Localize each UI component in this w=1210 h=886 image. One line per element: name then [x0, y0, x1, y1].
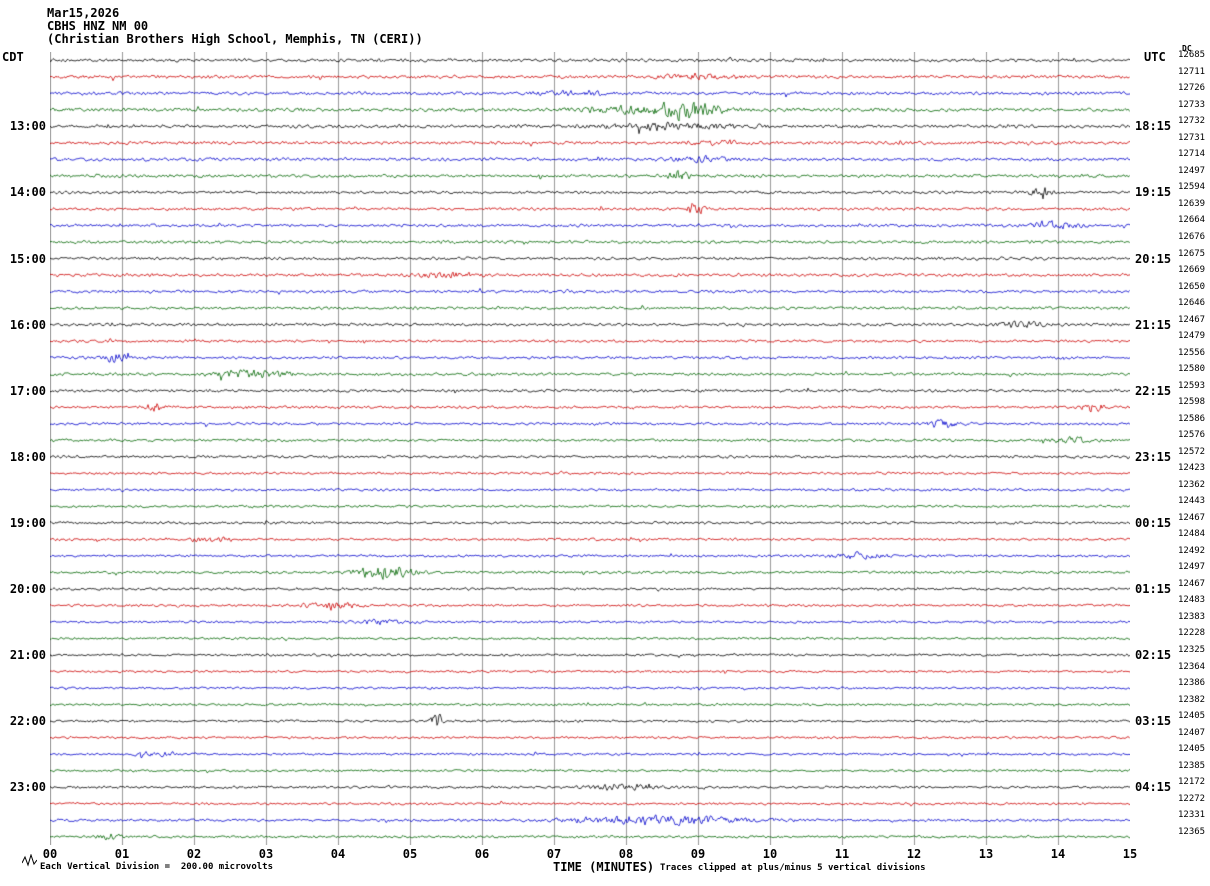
- dc-count-row-16: 12467: [1178, 314, 1206, 325]
- dc-count-row-14: 12650: [1178, 281, 1206, 292]
- x-tick-07: 07: [546, 847, 562, 861]
- x-tick-06: 06: [474, 847, 490, 861]
- x-tick-15: 15: [1122, 847, 1138, 861]
- dc-count-row-19: 12580: [1178, 364, 1206, 375]
- dc-count-row-33: 12483: [1178, 595, 1206, 606]
- right-time-label-23:15: 23:15: [1135, 449, 1172, 464]
- dc-count-row-44: 12172: [1178, 777, 1206, 788]
- dc-count-row-28: 12467: [1178, 512, 1206, 523]
- dc-count-row-34: 12383: [1178, 611, 1206, 622]
- dc-count-row-22: 12586: [1178, 413, 1206, 424]
- seismic-squiggle-icon: [21, 852, 38, 871]
- left-time-label-19:00: 19:00: [9, 515, 46, 530]
- dc-count-row-39: 12382: [1178, 694, 1206, 705]
- right-time-label-20:15: 20:15: [1135, 251, 1172, 266]
- dc-count-row-45: 12272: [1178, 793, 1206, 804]
- right-time-label-00:15: 00:15: [1135, 515, 1172, 530]
- left-time-label-15:00: 15:00: [9, 251, 46, 266]
- dc-column-label: DC: [1182, 44, 1192, 53]
- dc-count-row-10: 12664: [1178, 215, 1206, 226]
- dc-count-row-13: 12669: [1178, 265, 1206, 276]
- dc-count-row-23: 12576: [1178, 430, 1206, 441]
- dc-count-row-38: 12386: [1178, 678, 1206, 689]
- x-tick-02: 02: [186, 847, 202, 861]
- dc-count-row-11: 12676: [1178, 231, 1206, 242]
- dc-count-row-9: 12639: [1178, 198, 1206, 209]
- left-time-label-13:00: 13:00: [9, 119, 46, 134]
- right-time-label-22:15: 22:15: [1135, 383, 1172, 398]
- right-time-label-02:15: 02:15: [1135, 648, 1172, 662]
- left-time-label-14:00: 14:00: [9, 185, 46, 200]
- right-time-label-19:15: 19:15: [1135, 185, 1172, 200]
- dc-count-row-46: 12331: [1178, 810, 1206, 821]
- x-tick-03: 03: [258, 847, 274, 861]
- dc-count-row-20: 12593: [1178, 380, 1206, 391]
- left-time-label-20:00: 20:00: [9, 581, 46, 596]
- dc-count-row-27: 12443: [1178, 496, 1206, 507]
- right-time-label-18:15: 18:15: [1135, 119, 1172, 134]
- dc-count-row-47: 12365: [1178, 826, 1206, 837]
- x-tick-08: 08: [618, 847, 634, 861]
- dc-count-row-3: 12733: [1178, 99, 1206, 110]
- dc-count-row-42: 12405: [1178, 744, 1206, 755]
- dc-count-row-32: 12467: [1178, 578, 1206, 589]
- dc-count-row-36: 12325: [1178, 645, 1206, 655]
- left-time-label-23:00: 23:00: [9, 780, 46, 795]
- right-time-label-01:15: 01:15: [1135, 581, 1172, 596]
- dc-count-row-6: 12714: [1178, 149, 1206, 160]
- left-time-label-16:00: 16:00: [9, 317, 46, 332]
- scale-note: Each Vertical Division = 200.00 microvol…: [40, 862, 273, 872]
- x-tick-09: 09: [690, 847, 706, 861]
- right-time-label-04:15: 04:15: [1135, 780, 1172, 795]
- dc-count-row-2: 12726: [1178, 83, 1206, 94]
- clip-note: Traces clipped at plus/minus 5 vertical …: [660, 863, 926, 873]
- dc-count-row-24: 12572: [1178, 446, 1206, 457]
- dc-count-row-41: 12407: [1178, 727, 1206, 738]
- dc-count-row-4: 12732: [1178, 116, 1206, 127]
- dc-count-row-40: 12405: [1178, 711, 1206, 722]
- dc-count-row-7: 12497: [1178, 165, 1206, 176]
- dc-count-row-5: 12731: [1178, 132, 1206, 143]
- dc-count-row-35: 12228: [1178, 628, 1206, 639]
- header-station: CBHS HNZ NM 00: [47, 19, 149, 33]
- dc-count-row-12: 12675: [1178, 248, 1206, 259]
- right-axis-label: UTC: [1144, 50, 1166, 64]
- dc-count-row-1: 12711: [1178, 66, 1206, 77]
- dc-count-row-17: 12479: [1178, 331, 1206, 342]
- dc-count-row-8: 12594: [1178, 182, 1206, 193]
- right-time-label-03:15: 03:15: [1135, 714, 1172, 729]
- seismogram-plot: [50, 52, 1130, 845]
- x-tick-00: 00: [42, 847, 58, 861]
- dc-count-row-0: 12685: [1178, 50, 1206, 61]
- header-location: (Christian Brothers High School, Memphis…: [47, 32, 423, 46]
- x-tick-10: 10: [762, 847, 778, 861]
- dc-count-row-21: 12598: [1178, 397, 1206, 408]
- dc-count-row-30: 12492: [1178, 545, 1206, 556]
- x-tick-13: 13: [978, 847, 994, 861]
- x-tick-14: 14: [1050, 847, 1066, 861]
- left-time-label-22:00: 22:00: [9, 714, 46, 729]
- left-time-label-21:00: 21:00: [9, 648, 46, 662]
- left-time-label-17:00: 17:00: [9, 383, 46, 398]
- header-date: Mar15,2026: [47, 6, 120, 20]
- dc-count-row-18: 12556: [1178, 347, 1206, 358]
- left-time-label-18:00: 18:00: [9, 449, 46, 464]
- dc-count-row-15: 12646: [1178, 298, 1206, 309]
- dc-count-row-29: 12484: [1178, 529, 1206, 540]
- dc-count-row-43: 12385: [1178, 760, 1206, 771]
- right-time-label-21:15: 21:15: [1135, 317, 1172, 332]
- x-tick-12: 12: [906, 847, 922, 861]
- x-tick-01: 01: [114, 847, 130, 861]
- dc-count-row-25: 12423: [1178, 463, 1206, 474]
- dc-count-row-31: 12497: [1178, 562, 1206, 573]
- x-axis-title: TIME (MINUTES): [553, 860, 655, 874]
- x-tick-04: 04: [330, 847, 346, 861]
- left-axis-label: CDT: [2, 50, 24, 64]
- x-tick-11: 11: [834, 847, 850, 861]
- x-tick-05: 05: [402, 847, 418, 861]
- dc-count-row-26: 12362: [1178, 479, 1206, 490]
- dc-count-row-37: 12364: [1178, 661, 1206, 672]
